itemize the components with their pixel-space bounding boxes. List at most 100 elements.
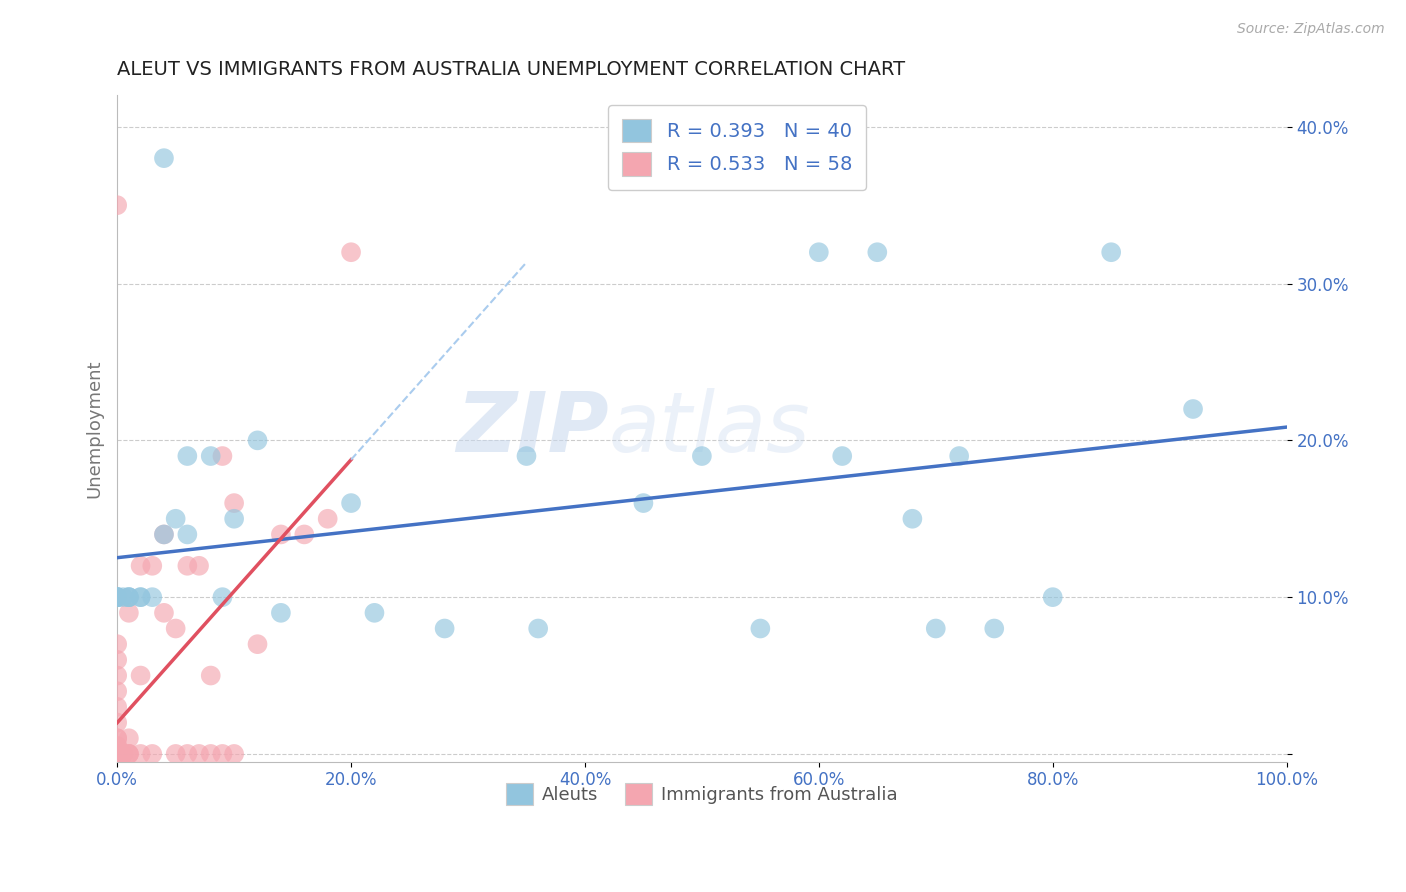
Point [200, 747, 222, 761]
Point [105, 590, 128, 604]
Point [527, 622, 550, 636]
Point [153, 527, 176, 541]
Point [105, 699, 128, 714]
Point [105, 739, 128, 753]
Point [129, 747, 152, 761]
Point [433, 622, 456, 636]
Point [211, 449, 233, 463]
Point [515, 449, 537, 463]
Point [1099, 245, 1122, 260]
Text: ZIP: ZIP [456, 388, 609, 469]
Point [105, 747, 128, 761]
Point [105, 653, 128, 667]
Point [153, 151, 176, 165]
Point [105, 731, 128, 746]
Point [188, 558, 211, 573]
Point [690, 449, 713, 463]
Point [749, 622, 772, 636]
Point [105, 731, 128, 746]
Point [165, 747, 187, 761]
Point [211, 747, 233, 761]
Point [105, 747, 128, 761]
Point [129, 590, 152, 604]
Point [105, 747, 128, 761]
Point [246, 434, 269, 448]
Point [105, 590, 128, 604]
Point [129, 668, 152, 682]
Text: Source: ZipAtlas.com: Source: ZipAtlas.com [1237, 22, 1385, 37]
Point [141, 590, 163, 604]
Point [105, 747, 128, 761]
Point [925, 622, 948, 636]
Point [105, 637, 128, 651]
Point [224, 512, 246, 526]
Point [948, 449, 970, 463]
Point [270, 606, 292, 620]
Point [224, 496, 246, 510]
Point [118, 590, 141, 604]
Point [176, 449, 198, 463]
Point [118, 747, 141, 761]
Point [105, 715, 128, 730]
Point [165, 622, 187, 636]
Point [105, 739, 128, 753]
Point [112, 747, 135, 761]
Point [270, 527, 292, 541]
Legend: Aleuts, Immigrants from Australia: Aleuts, Immigrants from Australia [499, 776, 905, 813]
Point [105, 747, 128, 761]
Point [105, 747, 128, 761]
Text: atlas: atlas [609, 388, 810, 469]
Point [153, 527, 176, 541]
Point [200, 449, 222, 463]
Point [112, 590, 135, 604]
Point [165, 512, 187, 526]
Point [983, 622, 1005, 636]
Point [118, 747, 141, 761]
Point [901, 512, 924, 526]
Point [176, 558, 198, 573]
Point [1042, 590, 1064, 604]
Text: ALEUT VS IMMIGRANTS FROM AUSTRALIA UNEMPLOYMENT CORRELATION CHART: ALEUT VS IMMIGRANTS FROM AUSTRALIA UNEMP… [117, 60, 905, 78]
Point [176, 527, 198, 541]
Point [105, 747, 128, 761]
Point [211, 590, 233, 604]
Point [112, 747, 135, 761]
Point [105, 747, 128, 761]
Y-axis label: Unemployment: Unemployment [86, 359, 103, 498]
Point [363, 606, 385, 620]
Point [176, 747, 198, 761]
Point [118, 747, 141, 761]
Point [112, 747, 135, 761]
Point [105, 668, 128, 682]
Point [141, 747, 163, 761]
Point [633, 496, 655, 510]
Point [118, 590, 141, 604]
Point [105, 747, 128, 761]
Point [118, 731, 141, 746]
Point [1182, 402, 1205, 417]
Point [866, 245, 889, 260]
Point [105, 747, 128, 761]
Point [340, 245, 363, 260]
Point [105, 198, 128, 212]
Point [112, 747, 135, 761]
Point [141, 558, 163, 573]
Point [316, 512, 339, 526]
Point [153, 606, 176, 620]
Point [105, 684, 128, 698]
Point [105, 590, 128, 604]
Point [105, 747, 128, 761]
Point [224, 747, 246, 761]
Point [246, 637, 269, 651]
Point [105, 590, 128, 604]
Point [112, 747, 135, 761]
Point [831, 449, 853, 463]
Point [129, 590, 152, 604]
Point [188, 747, 211, 761]
Point [105, 747, 128, 761]
Point [807, 245, 830, 260]
Point [129, 558, 152, 573]
Point [105, 747, 128, 761]
Point [340, 496, 363, 510]
Point [105, 590, 128, 604]
